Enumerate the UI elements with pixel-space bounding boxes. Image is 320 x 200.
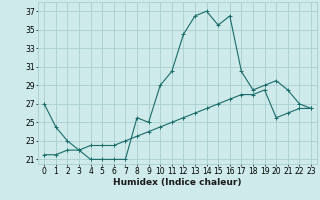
X-axis label: Humidex (Indice chaleur): Humidex (Indice chaleur) (113, 178, 242, 187)
